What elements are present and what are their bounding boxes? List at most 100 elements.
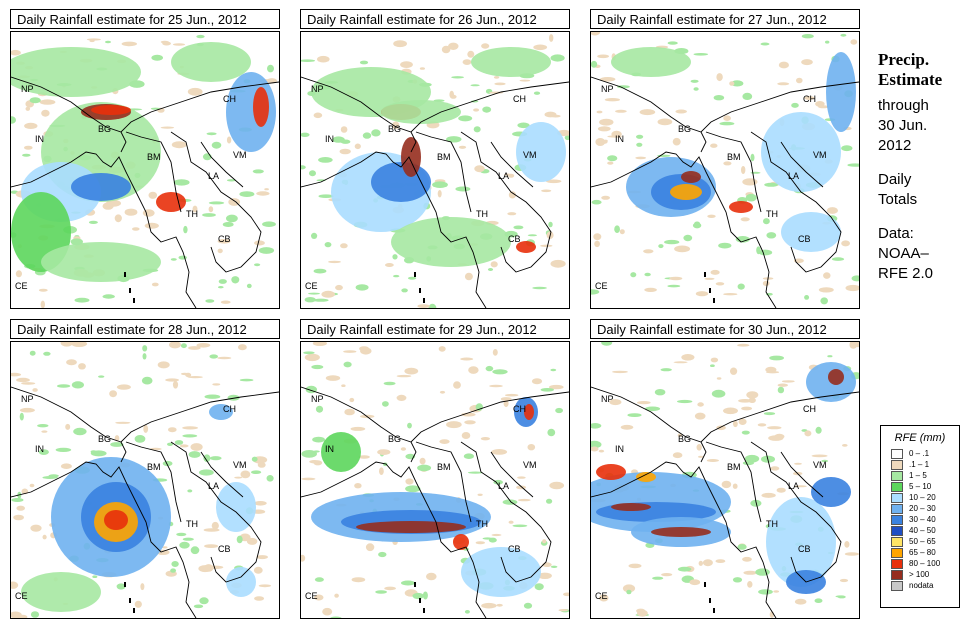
rain-speckle bbox=[301, 450, 317, 458]
rain-speckle bbox=[636, 134, 644, 139]
country-border bbox=[591, 151, 777, 308]
map-canvas: NP CH IN BG BM VM LA TH CB CE bbox=[591, 342, 859, 618]
rain-speckle bbox=[142, 345, 148, 352]
rain-speckle bbox=[121, 41, 137, 47]
rain-speckle bbox=[308, 292, 320, 295]
rain-speckle bbox=[344, 408, 355, 416]
map-label-bm: BM bbox=[147, 462, 161, 472]
rainfall-area bbox=[381, 100, 461, 124]
rain-speckle bbox=[266, 475, 274, 482]
rain-speckle bbox=[713, 95, 725, 101]
rain-speckle bbox=[716, 73, 723, 82]
rain-speckle bbox=[313, 450, 320, 453]
rain-speckle bbox=[696, 444, 702, 451]
rain-speckle bbox=[114, 214, 122, 223]
rain-speckle bbox=[417, 464, 432, 472]
rain-speckle bbox=[90, 450, 97, 454]
rain-speckle bbox=[258, 247, 275, 254]
rain-speckle bbox=[29, 350, 36, 356]
rain-speckle bbox=[228, 198, 241, 206]
rain-speckle bbox=[74, 297, 90, 303]
legend-item: 65 – 80 bbox=[891, 547, 959, 558]
rain-speckle bbox=[464, 272, 473, 281]
rain-speckle bbox=[597, 54, 610, 59]
rain-speckle bbox=[770, 466, 780, 471]
rain-speckle bbox=[481, 43, 490, 49]
rain-speckle bbox=[482, 537, 493, 540]
rain-speckle bbox=[652, 576, 664, 580]
caption-daily-line2: Totals bbox=[878, 191, 918, 208]
rain-speckle bbox=[92, 575, 98, 578]
rain-speckle bbox=[811, 454, 828, 458]
rain-speckle bbox=[339, 148, 351, 155]
rain-speckle bbox=[383, 381, 396, 386]
legend-swatch bbox=[891, 525, 903, 536]
caption-data-line3: RFE 2.0 bbox=[878, 265, 934, 282]
rain-speckle bbox=[318, 194, 334, 198]
rain-speckle bbox=[766, 371, 780, 374]
rain-speckle bbox=[60, 342, 73, 347]
rain-speckle bbox=[468, 366, 479, 374]
rain-speckle bbox=[140, 583, 145, 591]
rain-speckle bbox=[65, 423, 71, 430]
rain-speckle bbox=[491, 533, 502, 537]
rain-speckle bbox=[359, 60, 369, 65]
rain-speckle bbox=[698, 560, 703, 566]
rain-speckle bbox=[350, 426, 366, 431]
rain-speckle bbox=[199, 597, 209, 605]
rain-speckle bbox=[548, 221, 553, 228]
rain-speckle bbox=[745, 193, 757, 202]
rain-speckle bbox=[607, 135, 623, 138]
rain-speckle bbox=[246, 537, 258, 545]
rain-speckle bbox=[16, 377, 30, 383]
rain-speckle bbox=[462, 59, 472, 65]
rainfall-area bbox=[371, 162, 431, 202]
rain-speckle bbox=[38, 288, 48, 292]
rain-speckle bbox=[385, 263, 394, 267]
rain-speckle bbox=[721, 480, 732, 489]
country-border bbox=[301, 76, 569, 133]
country-border bbox=[415, 441, 472, 523]
map-label-cb: CB bbox=[798, 234, 811, 244]
rain-speckle bbox=[239, 378, 254, 382]
rainfall-area bbox=[253, 87, 269, 127]
rain-speckle bbox=[11, 498, 24, 502]
rain-speckle bbox=[209, 456, 222, 461]
legend-title: RFE (mm) bbox=[894, 432, 946, 444]
rain-speckle bbox=[41, 109, 50, 117]
rain-speckle bbox=[601, 195, 610, 200]
rain-speckle bbox=[801, 34, 814, 39]
map-label-bg: BG bbox=[388, 434, 401, 444]
rain-speckle bbox=[475, 541, 485, 545]
rain-speckle bbox=[321, 290, 335, 298]
rain-speckle bbox=[763, 218, 770, 225]
caption-date-line2: 2012 bbox=[878, 137, 912, 154]
rain-speckle bbox=[763, 412, 776, 416]
rain-speckle bbox=[804, 430, 812, 437]
rain-speckle bbox=[841, 145, 853, 152]
rain-speckle bbox=[312, 342, 327, 346]
rain-speckle bbox=[378, 551, 387, 558]
rain-speckle bbox=[204, 394, 221, 399]
legend-swatch bbox=[891, 503, 903, 514]
rainfall-map: NP CH IN BG BM VM LA TH CB CE bbox=[10, 341, 280, 619]
country-border bbox=[591, 461, 777, 618]
rain-speckle bbox=[755, 568, 770, 576]
rain-speckle bbox=[256, 555, 268, 560]
rain-speckle bbox=[842, 444, 848, 447]
map-label-bg: BG bbox=[388, 124, 401, 134]
rain-speckle bbox=[487, 268, 494, 271]
country-border bbox=[11, 76, 279, 133]
rain-speckle bbox=[396, 374, 412, 378]
rain-speckle bbox=[636, 608, 646, 614]
rain-speckle bbox=[657, 118, 673, 126]
rain-speckle bbox=[847, 163, 859, 167]
rain-speckle bbox=[742, 178, 758, 186]
rain-speckle bbox=[204, 544, 219, 548]
legend-label: 0 – .1 bbox=[909, 449, 930, 458]
rain-speckle bbox=[796, 77, 803, 84]
country-border bbox=[460, 441, 552, 583]
rain-speckle bbox=[760, 42, 770, 46]
rain-speckle bbox=[518, 498, 531, 502]
rain-speckle bbox=[251, 456, 258, 462]
